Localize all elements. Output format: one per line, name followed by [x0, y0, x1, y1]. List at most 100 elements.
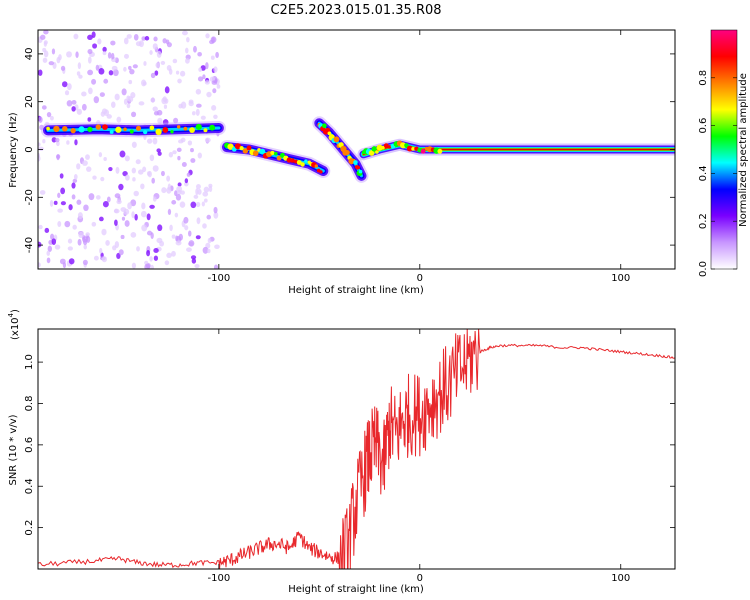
heatmap-noise-cell: [111, 101, 116, 108]
heatmap-noise-cell: [123, 98, 128, 105]
heatmap-x-ticks: -100 0 100: [208, 30, 630, 284]
heatmap-noise-cell: [105, 240, 110, 246]
heatmap-noise-cell: [138, 101, 145, 106]
heatmap-noise-cell: [203, 186, 210, 193]
heatmap-noise-cell: [146, 249, 151, 257]
heatmap-noise-cell: [207, 237, 212, 244]
heatmap-noise-cell: [146, 138, 153, 144]
heatmap-noise-cell: [195, 188, 199, 196]
heatmap-noise-cell: [57, 208, 63, 213]
heatmap-ridge-cell: [375, 150, 379, 154]
heatmap-ridge-layer: [41, 116, 675, 183]
heatmap-noise-cell: [164, 260, 170, 266]
heatmap-noise-cell: [51, 238, 57, 245]
heatmap-y-axis-label: Frequency (Hz): [8, 112, 19, 188]
heatmap-noise-cell: [162, 96, 167, 103]
heatmap-noise-cell: [215, 51, 219, 59]
heatmap-noise-cell: [187, 140, 193, 146]
heatmap-noise-cell: [130, 199, 137, 207]
heatmap-noise-cell: [188, 230, 192, 237]
heatmap-noise-cell: [211, 104, 217, 111]
heatmap-noise-cell: [127, 96, 134, 103]
heatmap-noise-cell: [42, 57, 48, 63]
heatmap-ridge-cell: [252, 150, 259, 157]
heatmap-noise-cell: [115, 166, 120, 174]
heatmap-noise-cell: [103, 109, 110, 117]
heatmap-noise-cell: [107, 52, 112, 59]
heatmap-noise-cell: [83, 244, 87, 250]
figure-title: C2E5.2023.015.01.35.R08: [270, 3, 441, 18]
heatmap-noise-cell: [121, 216, 126, 221]
heatmap-ridge-cell: [195, 123, 202, 130]
heatmap-noise-cell: [197, 188, 202, 195]
heatmap-noise-cell: [71, 100, 77, 105]
snr-y-tick-label: 0.2: [24, 520, 35, 536]
heatmap-noise-layer: [38, 30, 221, 269]
heatmap-ridge-cell: [300, 162, 305, 167]
heatmap-noise-cell: [200, 115, 206, 120]
heatmap-noise-cell: [155, 62, 161, 69]
heatmap-noise-cell: [123, 37, 129, 45]
snr-x-tick-label: 100: [611, 573, 630, 584]
heatmap-noise-cell: [131, 211, 135, 219]
heatmap-noise-cell: [212, 88, 217, 94]
heatmap-noise-cell: [144, 36, 150, 41]
heatmap-ridge-cell: [170, 130, 174, 134]
heatmap-ridge-cell: [319, 170, 323, 174]
heatmap-ridge-cell: [333, 136, 340, 143]
heatmap-noise-cell: [116, 252, 121, 259]
heatmap-noise-cell: [68, 258, 75, 265]
heatmap-noise-cell: [176, 185, 183, 193]
heatmap-noise-cell: [114, 219, 118, 227]
heatmap-ridge-cell: [102, 124, 108, 130]
heatmap-noise-cell: [113, 208, 119, 214]
heatmap-ridge-cell: [322, 123, 327, 129]
snr-y-axis-label: SNR (10 * v/v): [8, 414, 19, 485]
heatmap-noise-cell: [53, 200, 58, 205]
heatmap-noise-cell: [66, 83, 72, 91]
snr-y-tick-label: 0.8: [24, 396, 35, 412]
heatmap-ridge-cell: [246, 145, 252, 151]
heatmap-ridge-cell: [345, 150, 350, 155]
heatmap-ridge-cell: [358, 169, 363, 174]
heatmap-noise-cell: [38, 69, 43, 76]
heatmap-ridge-cell: [296, 160, 302, 165]
snr-frame: [37, 328, 676, 570]
colorbar-label: Normalized spectral amplitude: [738, 73, 749, 227]
heatmap-noise-cell: [186, 36, 190, 43]
heatmap-noise-cell: [143, 61, 147, 66]
heatmap-noise-cell: [114, 241, 120, 248]
heatmap-noise-cell: [126, 34, 132, 39]
heatmap-ridge-cell: [183, 126, 188, 131]
heatmap-y-tick-label: -40: [24, 237, 35, 253]
heatmap-noise-cell: [163, 104, 168, 109]
heatmap-ridge-cell: [420, 148, 426, 154]
heatmap-noise-cell: [213, 264, 219, 269]
heatmap-noise-cell: [98, 216, 104, 222]
heatmap-noise-cell: [43, 30, 49, 35]
heatmap-y-tick-label: 40: [24, 48, 35, 61]
heatmap-noise-cell: [153, 255, 158, 261]
svg-text:(x104): (x104): [7, 309, 21, 340]
heatmap-noise-cell: [106, 114, 112, 119]
heatmap-noise-cell: [38, 262, 41, 268]
snr-multiplier-base: (x10: [10, 317, 21, 340]
heatmap-noise-cell: [174, 212, 179, 218]
heatmap-noise-cell: [131, 167, 137, 174]
heatmap-ridge-cell: [242, 148, 249, 154]
heatmap-noise-cell: [171, 250, 176, 257]
heatmap-noise-cell: [128, 79, 133, 85]
heatmap-noise-cell: [85, 232, 90, 237]
heatmap-noise-cell: [51, 48, 56, 55]
heatmap-ridge-cell: [400, 142, 407, 149]
colorbar-ticks: 0.0 0.2 0.4 0.6 0.8: [698, 70, 737, 277]
heatmap-noise-cell: [64, 220, 71, 228]
snr-multiplier-close: ): [10, 309, 21, 313]
heatmap-noise-cell: [178, 103, 183, 109]
heatmap-noise-cell: [50, 233, 55, 240]
heatmap-noise-cell: [93, 255, 99, 261]
heatmap-noise-cell: [81, 91, 87, 97]
snr-y-tick-label: 1.0: [24, 354, 35, 370]
heatmap-noise-cell: [78, 74, 83, 79]
